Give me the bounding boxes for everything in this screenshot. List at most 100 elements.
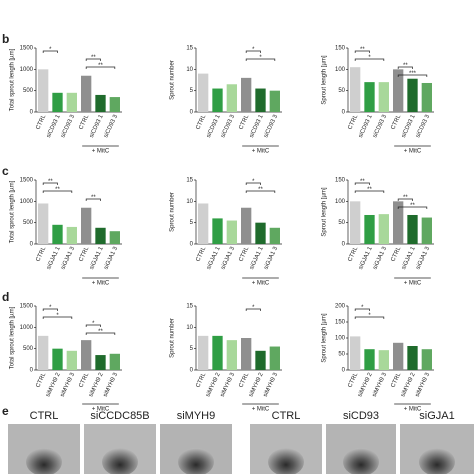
bar: [393, 69, 404, 112]
x-tick-label: siGJA1 1: [89, 245, 105, 270]
significance-bracket: [397, 198, 413, 201]
significance-label: **: [367, 187, 372, 193]
image-label: CTRL: [30, 410, 59, 422]
x-tick-label: siCD93 3: [220, 113, 236, 139]
bar: [255, 88, 266, 112]
treatment-label: + MitC: [404, 149, 422, 155]
x-tick-label: CTRL: [238, 113, 250, 130]
significance-label: **: [98, 329, 103, 335]
significance-bracket: [354, 308, 370, 311]
x-tick-label: siGJA1 1: [358, 245, 374, 270]
panel-label: d: [2, 290, 9, 304]
x-tick-label: CTRL: [390, 245, 402, 262]
y-tick-label: 150: [335, 178, 346, 184]
y-tick-label: 5: [190, 346, 194, 352]
significance-bracket: [354, 316, 385, 319]
x-tick-label: CTRL: [238, 371, 250, 388]
y-tick-label: 150: [335, 46, 346, 52]
bar: [81, 340, 92, 370]
panel-label: b: [2, 32, 9, 46]
significance-label: *: [92, 321, 95, 327]
bar: [241, 338, 252, 370]
significance-bracket: [354, 190, 385, 193]
image-label: siCCDC85B: [90, 410, 149, 422]
spheroid: [26, 448, 62, 474]
significance-bracket: [245, 50, 261, 53]
y-tick-label: 1500: [20, 178, 34, 184]
y-tick-label: 100: [335, 336, 346, 342]
bar: [226, 340, 237, 370]
panel-label: c: [2, 164, 9, 178]
image-label: siGJA1: [419, 410, 454, 422]
y-tick-label: 50: [338, 352, 345, 358]
bar: [255, 350, 266, 370]
treatment-label: + MitC: [92, 407, 110, 413]
significance-bracket: [42, 190, 73, 193]
y-tick-label: 1000: [20, 325, 34, 331]
significance-bracket: [245, 190, 276, 193]
significance-label: **: [48, 179, 53, 185]
bar: [95, 355, 106, 370]
x-tick-label: siCD93 3: [372, 113, 388, 139]
y-axis-label: Total sprout length [µm]: [10, 180, 16, 243]
y-tick-label: 10: [186, 325, 193, 331]
y-tick-label: 0: [190, 368, 194, 374]
significance-label: **: [360, 179, 365, 185]
significance-label: **: [91, 195, 96, 201]
significance-label: **: [55, 187, 60, 193]
bar: [269, 227, 280, 244]
bar: [52, 92, 63, 112]
x-tick-label: siMYH9 3: [60, 371, 77, 398]
significance-bracket: [245, 58, 276, 61]
bar: [66, 226, 77, 244]
significance-bracket: [85, 66, 116, 69]
x-tick-label: CTRL: [238, 245, 250, 262]
bar: [407, 78, 418, 112]
bar: [269, 90, 280, 112]
x-tick-label: siMYH9 3: [415, 371, 432, 398]
x-tick-label: CTRL: [78, 371, 90, 388]
bar: [38, 335, 49, 370]
y-tick-label: 50: [338, 88, 345, 94]
significance-bracket: [42, 316, 73, 319]
significance-label: *: [252, 47, 255, 53]
x-tick-label: siCD93 1: [249, 113, 265, 139]
significance-label: *: [368, 55, 371, 61]
significance-bracket: [42, 182, 58, 185]
x-tick-label: CTRL: [347, 371, 359, 388]
y-tick-label: 100: [335, 67, 346, 73]
x-tick-label: siGJA1 3: [60, 245, 76, 270]
bar: [378, 82, 389, 112]
bar: [198, 203, 209, 244]
y-axis-label: Total sprout length [µm]: [10, 306, 16, 369]
y-tick-label: 10: [186, 67, 193, 73]
bar: [255, 222, 266, 244]
bar: [421, 82, 432, 112]
bar: [81, 207, 92, 244]
y-tick-label: 15: [186, 178, 193, 184]
bar: [81, 75, 92, 112]
bar: [350, 201, 361, 244]
x-tick-label: CTRL: [35, 113, 47, 130]
significance-bracket: [354, 50, 370, 53]
x-tick-label: CTRL: [347, 245, 359, 262]
spheroid: [102, 448, 138, 474]
bar: [198, 73, 209, 112]
x-tick-label: siCD93 1: [46, 113, 62, 139]
significance-bracket: [85, 324, 101, 327]
bar: [52, 348, 63, 370]
panel-label: e: [2, 404, 9, 418]
x-tick-label: CTRL: [78, 245, 90, 262]
significance-label: *: [259, 55, 262, 61]
bar: [66, 92, 77, 112]
x-tick-label: siCD93 1: [89, 113, 105, 139]
x-tick-label: CTRL: [35, 245, 47, 262]
x-tick-label: siGJA1 1: [401, 245, 417, 270]
x-tick-label: siCD93 3: [263, 113, 279, 139]
treatment-label: + MitC: [252, 407, 270, 413]
significance-label: *: [49, 47, 52, 53]
x-tick-label: CTRL: [390, 371, 402, 388]
spheroid: [268, 448, 304, 474]
y-tick-label: 0: [30, 110, 34, 116]
y-axis-label: Sprout length [µm]: [322, 187, 328, 236]
